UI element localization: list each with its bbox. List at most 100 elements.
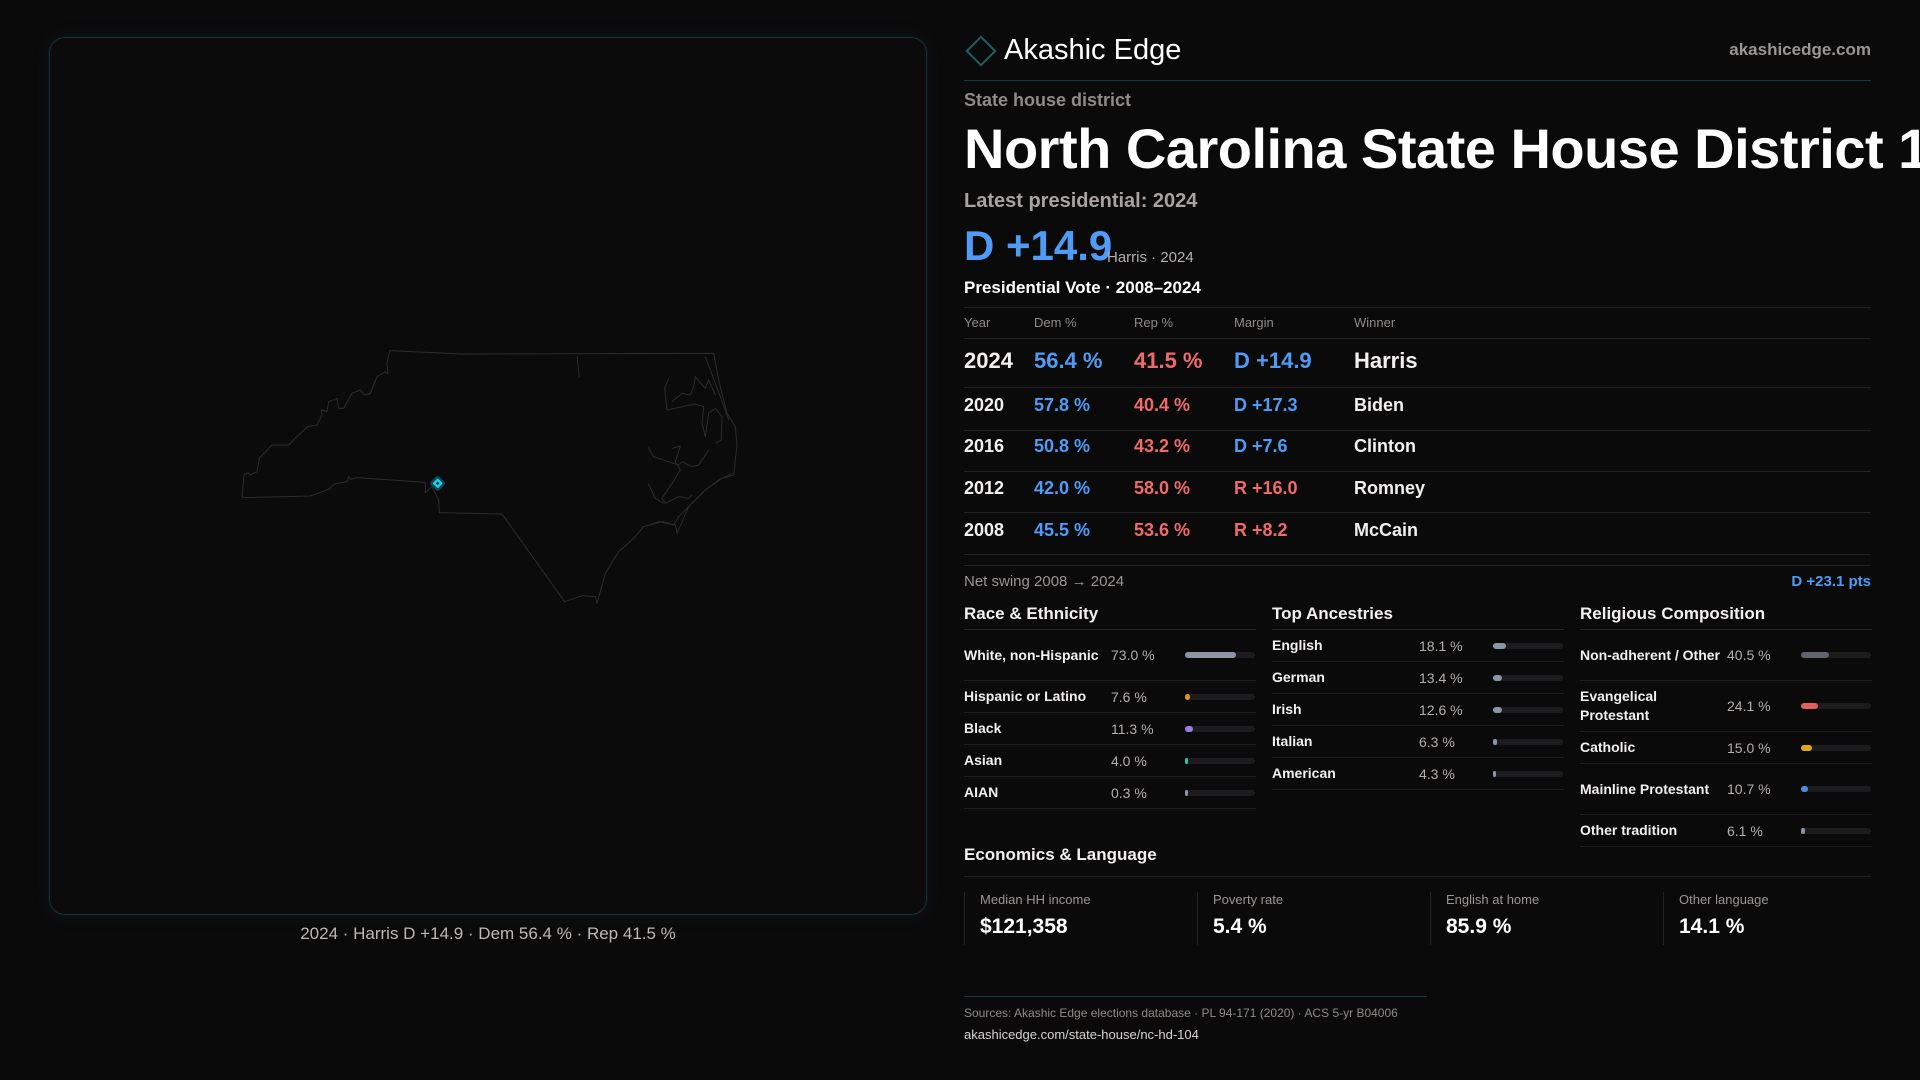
divider [964,876,1871,877]
data-row: AIAN 0.3 % [964,777,1256,809]
stat-value: $121,358 [980,915,1068,938]
data-row: American 4.3 % [1272,758,1564,790]
column-header: Winner [1354,315,1396,330]
brand-logo[interactable]: Akashic Edge [964,34,1181,67]
brand-name: Akashic Edge [1004,34,1182,66]
cell-margin: D +14.9 [1234,348,1312,373]
latest-margin: D +14.9 [964,222,1113,269]
data-row: Italian 6.3 % [1272,726,1564,758]
row-label: Evangelical Protestant [1580,688,1658,723]
cell-rep: 53.6 % [1134,520,1191,540]
bar-fill [1185,757,1188,764]
row-value: 0.3 % [1111,784,1147,801]
stat-value: 85.9 % [1446,915,1512,938]
detail-panel: Akashic Edge akashicedge.com State house… [964,0,1920,1080]
cell-dem: 45.5 % [1034,520,1091,540]
cell-rep: 40.4 % [1134,395,1191,415]
bar-fill [1801,744,1812,751]
cell-year: 2020 [964,395,1005,415]
bar-track [1493,674,1563,681]
divider [964,565,1871,566]
data-row: Hispanic or Latino 7.6 % [964,681,1256,713]
bar-fill [1185,693,1191,700]
divider [964,512,1871,513]
district-type: State house district [964,90,1132,110]
divider [964,430,1871,431]
data-row: Evangelical Protestant 24.1 % [1580,681,1872,732]
bar-fill [1801,703,1818,709]
data-row: White, non-Hispanic 73.0 % [964,630,1256,681]
row-label: Asian [964,752,1003,768]
stat-card: Other language 14.1 % [1663,892,1896,945]
divider [964,996,1427,997]
bar-track [1493,738,1563,745]
divider [964,387,1871,388]
row-value: 7.6 % [1111,688,1147,705]
divider [964,338,1871,339]
net-swing-value: D +23.1 pts [1791,573,1871,590]
sound-shoreline [661,445,693,504]
data-row: Mainline Protestant 10.7 % [1580,764,1872,815]
state-outline [241,350,738,604]
map-panel[interactable] [49,37,927,915]
cell-year: 2008 [964,520,1005,540]
row-value: 40.5 % [1727,647,1771,663]
cell-winner: Romney [1354,478,1426,498]
row-label: Black [964,720,1002,736]
row-value: 10.7 % [1727,781,1771,797]
bar-fill [1493,674,1503,681]
row-value: 6.1 % [1727,822,1763,839]
column-header: Margin [1234,315,1274,330]
divider [964,554,1871,555]
north-carolina-map[interactable] [60,330,920,620]
divider [964,471,1871,472]
cell-rep: 43.2 % [1134,436,1191,456]
district-marker[interactable] [429,475,446,492]
stat-card: Poverty rate 5.4 % [1197,892,1430,945]
bar-track [1801,744,1871,751]
cell-margin: R +16.0 [1234,478,1298,498]
bar-track [1801,652,1871,658]
data-row: Non-adherent / Other 40.5 % [1580,630,1872,681]
bar-track [1185,789,1255,796]
stat-value: 5.4 % [1213,915,1267,938]
sound-shoreline [647,447,710,468]
cell-dem: 42.0 % [1034,478,1091,498]
divider [964,80,1871,81]
bar-fill [1493,642,1506,649]
bar-fill [1801,652,1830,658]
cell-winner: Biden [1354,395,1405,415]
cell-winner: Clinton [1354,436,1416,456]
data-row: Catholic 15.0 % [1580,732,1872,764]
section-title: Religious Composition [1580,602,1872,630]
bar-track [1185,757,1255,764]
county-line [576,355,580,378]
page-title: North Carolina State House District 104 [964,117,1920,180]
cell-year: 2016 [964,436,1005,456]
row-value: 24.1 % [1727,698,1771,714]
cell-year: 2024 [964,348,1013,373]
sources-note: Sources: Akashic Edge elections database… [964,1006,1398,1020]
bar-fill [1185,725,1193,732]
bar-track [1493,642,1563,649]
cell-margin: D +7.6 [1234,436,1288,456]
row-value: 12.6 % [1419,701,1463,718]
cell-dem: 50.8 % [1034,436,1091,456]
cell-year: 2012 [964,478,1005,498]
row-label: American [1272,765,1336,781]
data-row: Black 11.3 % [964,713,1256,745]
bar-track [1185,725,1255,732]
row-value: 15.0 % [1727,739,1771,756]
data-row: Irish 12.6 % [1272,694,1564,726]
bar-fill [1493,706,1502,713]
row-label: Italian [1272,733,1313,749]
sound-shoreline [647,483,664,504]
page-url-link[interactable]: akashicedge.com/state-house/nc-hd-104 [964,1027,1199,1042]
bar-fill [1185,789,1188,796]
site-link[interactable]: akashicedge.com [1729,40,1871,59]
section-title: Top Ancestries [1272,602,1564,630]
cell-margin: R +8.2 [1234,520,1288,540]
presidential-table-title: Presidential Vote · 2008–2024 [964,278,1201,297]
bar-track [1185,652,1255,658]
cell-rep: 58.0 % [1134,478,1191,498]
